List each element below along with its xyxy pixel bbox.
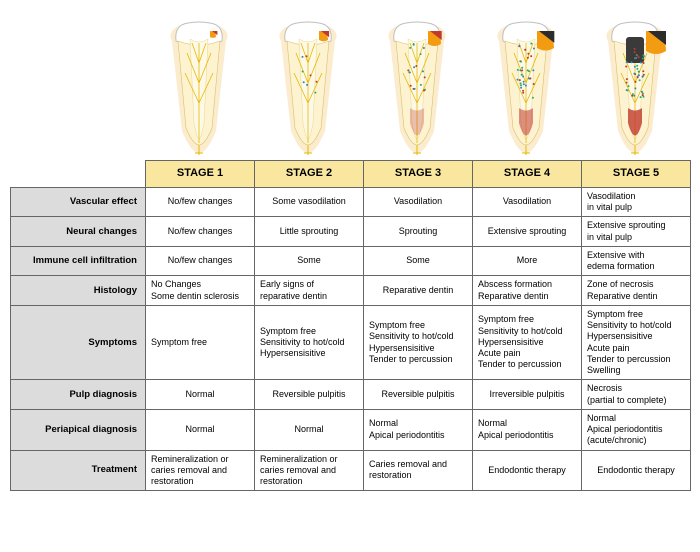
data-cell: Vasodilation [473, 187, 582, 217]
stage-header-3: STAGE 3 [364, 161, 473, 188]
data-cell: Irreversible pulpitis [473, 380, 582, 410]
data-cell: Caries removal and restoration [364, 450, 473, 491]
data-cell: Symptom free Sensitivity to hot/cold Hyp… [364, 305, 473, 380]
row-label: Histology [11, 276, 146, 306]
corner-cell [11, 161, 146, 188]
tooth-stage-2 [254, 10, 363, 160]
data-cell: Some vasodilation [255, 187, 364, 217]
data-cell: Endodontic therapy [473, 450, 582, 491]
data-cell: Endodontic therapy [582, 450, 691, 491]
data-cell: Symptom free Sensitivity to hot/cold Hyp… [473, 305, 582, 380]
data-cell: Necrosis (partial to complete) [582, 380, 691, 410]
data-cell: More [473, 246, 582, 276]
data-cell: Remineralization or caries removal and r… [146, 450, 255, 491]
data-cell: Zone of necrosis Reparative dentin [582, 276, 691, 306]
tooth-stage-5 [581, 10, 690, 160]
data-cell: No/few changes [146, 246, 255, 276]
row-label: Symptoms [11, 305, 146, 380]
tooth-diagram-row [145, 10, 690, 160]
data-cell: Remineralization or caries removal and r… [255, 450, 364, 491]
data-cell: Normal [146, 409, 255, 450]
data-cell: Some [364, 246, 473, 276]
data-cell: Reparative dentin [364, 276, 473, 306]
tooth-stage-4 [472, 10, 581, 160]
data-cell: Reversible pulpitis [255, 380, 364, 410]
stage-header-4: STAGE 4 [473, 161, 582, 188]
row-label: Immune cell infiltration [11, 246, 146, 276]
data-cell: Early signs of reparative dentin [255, 276, 364, 306]
data-cell: Normal Apical periodontitis [364, 409, 473, 450]
data-cell: Normal [146, 380, 255, 410]
row-label: Pulp diagnosis [11, 380, 146, 410]
data-cell: Extensive sprouting in vital pulp [582, 217, 691, 247]
data-cell: Extensive with edema formation [582, 246, 691, 276]
staging-table: STAGE 1 STAGE 2 STAGE 3 STAGE 4 STAGE 5 … [10, 160, 691, 491]
stage-header-2: STAGE 2 [255, 161, 364, 188]
data-cell: No/few changes [146, 187, 255, 217]
data-cell: Symptom free [146, 305, 255, 380]
row-label: Neural changes [11, 217, 146, 247]
row-label: Treatment [11, 450, 146, 491]
data-cell: Symptom free Sensitivity to hot/cold Hyp… [582, 305, 691, 380]
row-label: Periapical diagnosis [11, 409, 146, 450]
data-cell: No/few changes [146, 217, 255, 247]
stage-header-5: STAGE 5 [582, 161, 691, 188]
data-cell: Little sprouting [255, 217, 364, 247]
data-cell: No Changes Some dentin sclerosis [146, 276, 255, 306]
data-cell: Symptom free Sensitivity to hot/cold Hyp… [255, 305, 364, 380]
data-cell: Abscess formation Reparative dentin [473, 276, 582, 306]
data-cell: Normal Apical periodontitis [473, 409, 582, 450]
row-label: Vascular effect [11, 187, 146, 217]
data-cell: Sprouting [364, 217, 473, 247]
data-cell: Normal [255, 409, 364, 450]
data-cell: Vasodilation [364, 187, 473, 217]
stage-header-1: STAGE 1 [146, 161, 255, 188]
data-cell: Vasodilation in vital pulp [582, 187, 691, 217]
data-cell: Normal Apical periodontitis (acute/chron… [582, 409, 691, 450]
tooth-stage-1 [145, 10, 254, 160]
data-cell: Reversible pulpitis [364, 380, 473, 410]
data-cell: Extensive sprouting [473, 217, 582, 247]
data-cell: Some [255, 246, 364, 276]
tooth-stage-3 [363, 10, 472, 160]
